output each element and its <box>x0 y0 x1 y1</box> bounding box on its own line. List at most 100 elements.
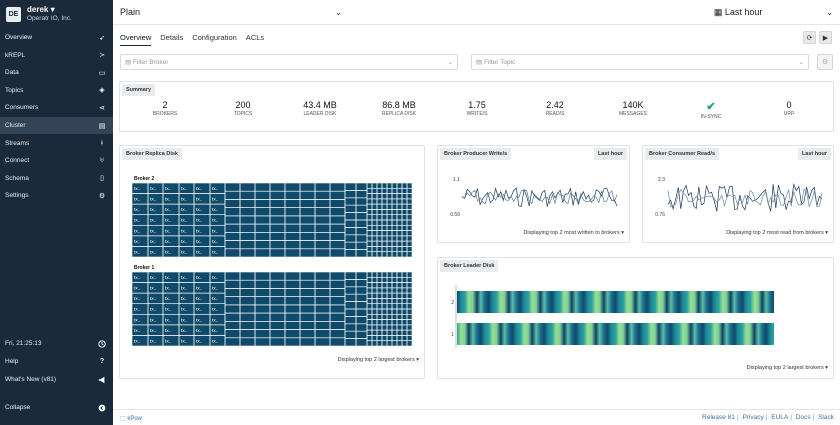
clock-icon <box>98 339 106 348</box>
avatar: DE <box>6 6 21 22</box>
sidebar-item-krepl[interactable]: kREPL ≻ <box>0 47 113 64</box>
treemap-cell-label: tx.. <box>212 228 218 234</box>
leader-disk-footer[interactable]: Displaying top 2 largest brokers ▾ <box>747 365 828 371</box>
topic-filter[interactable]: ▤ Filter Topic ⌄ <box>471 54 809 70</box>
collapse-button[interactable]: Collapse <box>0 399 113 416</box>
stat-label: URP <box>783 111 795 117</box>
sidebar-item-settings[interactable]: Settings ⚙ <box>0 187 113 204</box>
sidebar-item-streams[interactable]: Streams ᚼ <box>0 135 113 152</box>
sidebar-item-schema[interactable]: Schema ▯ <box>0 170 113 187</box>
help-link[interactable]: Help ? <box>0 353 113 370</box>
tab-overview[interactable]: Overview <box>120 30 152 46</box>
treemap-cell-label: tx.. <box>181 228 187 234</box>
privacy-link[interactable]: Privacy <box>742 414 764 421</box>
release-link[interactable]: Release 81 <box>702 414 735 421</box>
time-range-select[interactable]: ▦ Last hour ⌄ <box>610 5 833 19</box>
logo-text: kPow <box>127 416 143 422</box>
user-menu[interactable]: DE derek ▾ Operatr IO, Inc. <box>0 0 113 28</box>
treemap-cell-label: tx.. <box>196 296 202 302</box>
treemap-cell-label: tx.. <box>212 296 218 302</box>
stat-value: 2 <box>162 100 168 110</box>
gear-icon: ⚙ <box>821 59 829 66</box>
caret-down-icon: ▾ <box>825 365 828 371</box>
stat-value: 140K <box>622 100 644 110</box>
stat-label: MESSAGES <box>618 111 648 117</box>
refresh-button[interactable]: ⟳ <box>803 31 816 44</box>
stat-value: 43.4 MB <box>303 100 337 110</box>
treemap-cell-label: tx.. <box>212 307 218 313</box>
eula-link[interactable]: EULA <box>771 414 789 421</box>
treemap-cell-label: tx.. <box>150 249 156 255</box>
treemap-cell-label: tx.. <box>212 286 218 292</box>
stat-value: 1.75 <box>468 100 486 110</box>
consumer-footer[interactable]: Displaying top 2 most read from brokers … <box>726 230 828 236</box>
stat-value: 86.8 MB <box>382 100 416 110</box>
treemap-cell <box>406 340 413 347</box>
stat-in-sync: ✔ IN-SYNC <box>676 100 746 120</box>
stat-write-s: 1.75 WRITE/S <box>442 100 512 117</box>
treemap-cell-label: tx.. <box>134 228 140 234</box>
refresh-icon: ⟳ <box>806 34 813 42</box>
sidebar-item-topics[interactable]: Topics ◈ <box>0 82 113 99</box>
treemap-cell-label: tx.. <box>196 207 202 213</box>
stat-label: REPLICA DISK <box>381 111 417 117</box>
server-icon: ▤ <box>98 122 106 130</box>
treemap-cell-label: tx.. <box>150 275 156 281</box>
question-icon: ? <box>99 358 105 365</box>
topic-filter-placeholder: Filter Topic <box>483 59 516 66</box>
treemap-cell-label: tx.. <box>150 307 156 313</box>
broker-filter[interactable]: ▤ Filter Broker ⌄ <box>120 54 458 70</box>
slack-link[interactable]: Slack <box>818 414 834 421</box>
environment-select[interactable]: Plain ⌄ <box>120 5 342 19</box>
treemap-cell-label: tx.. <box>165 328 171 334</box>
megaphone-icon <box>98 376 106 384</box>
play-button[interactable]: ▶ <box>819 31 832 44</box>
sidebar-item-cluster[interactable]: Cluster ▤ <box>0 117 113 134</box>
footer-links: Release 81 | Privacy | EULA | Docs | Slack <box>702 414 834 421</box>
stat-label: LEADER DISK <box>303 111 337 117</box>
treemap-cell-label: tx.. <box>212 338 218 344</box>
filter-settings-button[interactable]: ⚙ <box>817 54 833 70</box>
producer-footer[interactable]: Displaying top 2 most written to brokers… <box>523 230 624 236</box>
tab-details[interactable]: Details <box>160 33 184 42</box>
docs-link[interactable]: Docs <box>795 414 811 421</box>
treemap-cell-label: tx.. <box>212 207 218 213</box>
whats-new-link[interactable]: What's New (v81) <box>0 371 113 388</box>
tab-configuration[interactable]: Configuration <box>192 33 237 42</box>
caret-down-icon: ▾ <box>825 230 828 236</box>
treemap-cell-label: tx.. <box>150 228 156 234</box>
broker-label: Broker 2 <box>134 176 155 182</box>
sidebar-item-overview[interactable]: Overview ➶ <box>0 29 113 46</box>
collapse-label: Collapse <box>5 404 31 411</box>
sidebar-item-label: Connect <box>5 157 30 165</box>
sidebar-item-label: Data <box>5 69 19 77</box>
treemap-cell-label: tx.. <box>134 218 140 224</box>
sidebar-item-consumers[interactable]: Consumers ⋖ <box>0 99 113 116</box>
stat-label: BROKERS <box>152 111 178 117</box>
consumer-range-badge: Last hour <box>797 148 831 160</box>
treemap-cell-label: tx.. <box>134 239 140 245</box>
sidebar-item-data[interactable]: Data ▭ <box>0 64 113 81</box>
treemap-cell-label: tx.. <box>196 228 202 234</box>
treemap-cell-label: tx.. <box>150 207 156 213</box>
stat-value: ✔ <box>676 100 746 113</box>
sidebar-item-label: Settings <box>5 192 29 200</box>
environment-value: Plain <box>120 7 141 17</box>
treemap-cell-label: tx.. <box>196 239 202 245</box>
treemap-cell-label: tx.. <box>165 296 171 302</box>
broker-filter-placeholder: Filter Broker <box>132 59 169 66</box>
treemap-cell-label: tx.. <box>196 286 202 292</box>
replica-disk-footer[interactable]: Displaying top 2 largest brokers ▾ <box>338 357 419 363</box>
treemap-cell-label: tx.. <box>134 207 140 213</box>
stat-topics: 200 TOPICS <box>208 100 278 117</box>
tab-acls[interactable]: ACLs <box>245 33 265 42</box>
treemap-cell-label: tx.. <box>165 307 171 313</box>
sidebar-item-connect[interactable]: Connect ♅ <box>0 152 113 169</box>
sidebar-item-label: Topics <box>5 86 24 94</box>
folder-icon: ▭ <box>98 69 106 77</box>
leader-disk-panel: Broker Leader Disk Displaying top 2 larg… <box>437 257 834 379</box>
treemap-cell-label: tx.. <box>196 186 202 192</box>
treemap-cell-label: tx.. <box>212 275 218 281</box>
treemap-cell-label: tx.. <box>165 286 171 292</box>
